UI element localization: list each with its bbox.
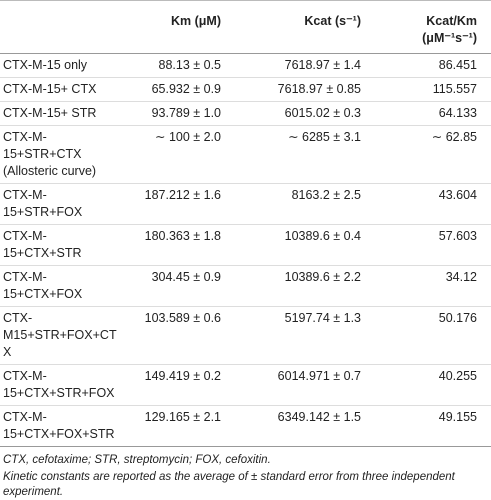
footnotes: CTX, cefotaxime; STR, streptomycin; FOX,…	[0, 447, 491, 500]
table-cell: 180.363 ± 1.8	[128, 224, 235, 266]
table-cell: 5197.74 ± 1.3	[235, 306, 375, 365]
table-cell: 129.165 ± 2.1	[128, 405, 235, 447]
row-label: CTX-M-15+ CTX	[0, 77, 128, 102]
table-cell: 149.419 ± 0.2	[128, 364, 235, 406]
table-cell: 7618.97 ± 0.85	[235, 77, 375, 102]
table-cell: 49.155	[375, 405, 491, 447]
table-cell: ∼ 62.85	[375, 125, 491, 184]
table-cell: 50.176	[375, 306, 491, 365]
table-cell: 10389.6 ± 0.4	[235, 224, 375, 266]
table-row: CTX-M-15+STR+CTX (Allosteric curve) ∼ 100…	[0, 125, 491, 184]
row-label: CTX-M-15+CTX+STR+FOX	[0, 364, 128, 406]
header-cell: Kcat (s⁻¹)	[235, 0, 375, 54]
footnote: CTX, cefotaxime; STR, streptomycin; FOX,…	[3, 454, 271, 466]
data-table: Km (μM) Kcat (s⁻¹) Kcat/Km (μM⁻¹s⁻¹) CTX-M…	[0, 0, 491, 447]
row-label: CTX-M-15+CTX+FOX	[0, 265, 128, 307]
table-cell: 115.557	[375, 77, 491, 102]
row-label: CTX-M-15+STR+CTX (Allosteric curve)	[0, 125, 128, 184]
row-label: CTX-M-15+CTX+STR	[0, 224, 128, 266]
table-cell: 43.604	[375, 183, 491, 225]
table-cell: 6015.02 ± 0.3	[235, 101, 375, 126]
row-label: CTX-M-15+ STR	[0, 101, 128, 126]
row-label: CTX-M-15+CTX+FOX+STR	[0, 405, 128, 447]
header-cell: Kcat/Km (μM⁻¹s⁻¹)	[375, 0, 491, 54]
table-cell: 34.12	[375, 265, 491, 307]
table-cell: ∼ 6285 ± 3.1	[235, 125, 375, 184]
table-cell: 6349.142 ± 1.5	[235, 405, 375, 447]
row-label: CTX-M15+STR+FOX+CTX	[0, 306, 128, 365]
table-cell: 304.45 ± 0.9	[128, 265, 235, 307]
table-cell: 8163.2 ± 2.5	[235, 183, 375, 225]
table-row: CTX-M15+STR+FOX+CTX 103.589 ± 0.6 5197.74 …	[0, 306, 491, 365]
table-cell: 88.13 ± 0.5	[128, 53, 235, 78]
table-cell: 86.451	[375, 53, 491, 78]
table-row: CTX-M-15+CTX+STR 180.363 ± 1.8 10389.6 ± 0…	[0, 224, 491, 266]
table-row: CTX-M-15+CTX+STR+FOX 149.419 ± 0.2 6014.97…	[0, 364, 491, 406]
table-cell: 93.789 ± 1.0	[128, 101, 235, 126]
table-cell: 64.133	[375, 101, 491, 126]
table-row: CTX-M-15+CTX+FOX 304.45 ± 0.9 10389.6 ± 2.…	[0, 265, 491, 307]
table-cell: 103.589 ± 0.6	[128, 306, 235, 365]
table-cell: 10389.6 ± 2.2	[235, 265, 375, 307]
row-label: CTX-M-15+STR+FOX	[0, 183, 128, 225]
table-cell: 57.603	[375, 224, 491, 266]
table-cell: 7618.97 ± 1.4	[235, 53, 375, 78]
table-row: CTX-M-15+ CTX 65.932 ± 0.9 7618.97 ± 0.85 1…	[0, 77, 491, 102]
header-row: Km (μM) Kcat (s⁻¹) Kcat/Km (μM⁻¹s⁻¹)	[0, 0, 491, 54]
table-cell: 40.255	[375, 364, 491, 406]
table-cell: 65.932 ± 0.9	[128, 77, 235, 102]
table-cell: 187.212 ± 1.6	[128, 183, 235, 225]
table-row: CTX-M-15 only 88.13 ± 0.5 7618.97 ± 1.4 86.…	[0, 53, 491, 78]
table-row: CTX-M-15+CTX+FOX+STR 129.165 ± 2.1 6349.14…	[0, 405, 491, 447]
table-cell: 6014.971 ± 0.7	[235, 364, 375, 406]
header-cell: Km (μM)	[128, 0, 235, 54]
table-row: CTX-M-15+STR+FOX 187.212 ± 1.6 8163.2 ± 2.…	[0, 183, 491, 225]
table-cell: ∼ 100 ± 2.0	[128, 125, 235, 184]
table-row: CTX-M-15+ STR 93.789 ± 1.0 6015.02 ± 0.3 64…	[0, 101, 491, 126]
header-cell	[0, 0, 128, 54]
row-label: CTX-M-15 only	[0, 53, 128, 78]
footnote: Kinetic constants are reported as the av…	[3, 471, 455, 498]
table-body: CTX-M-15 only 88.13 ± 0.5 7618.97 ± 1.4 86.…	[0, 53, 491, 447]
